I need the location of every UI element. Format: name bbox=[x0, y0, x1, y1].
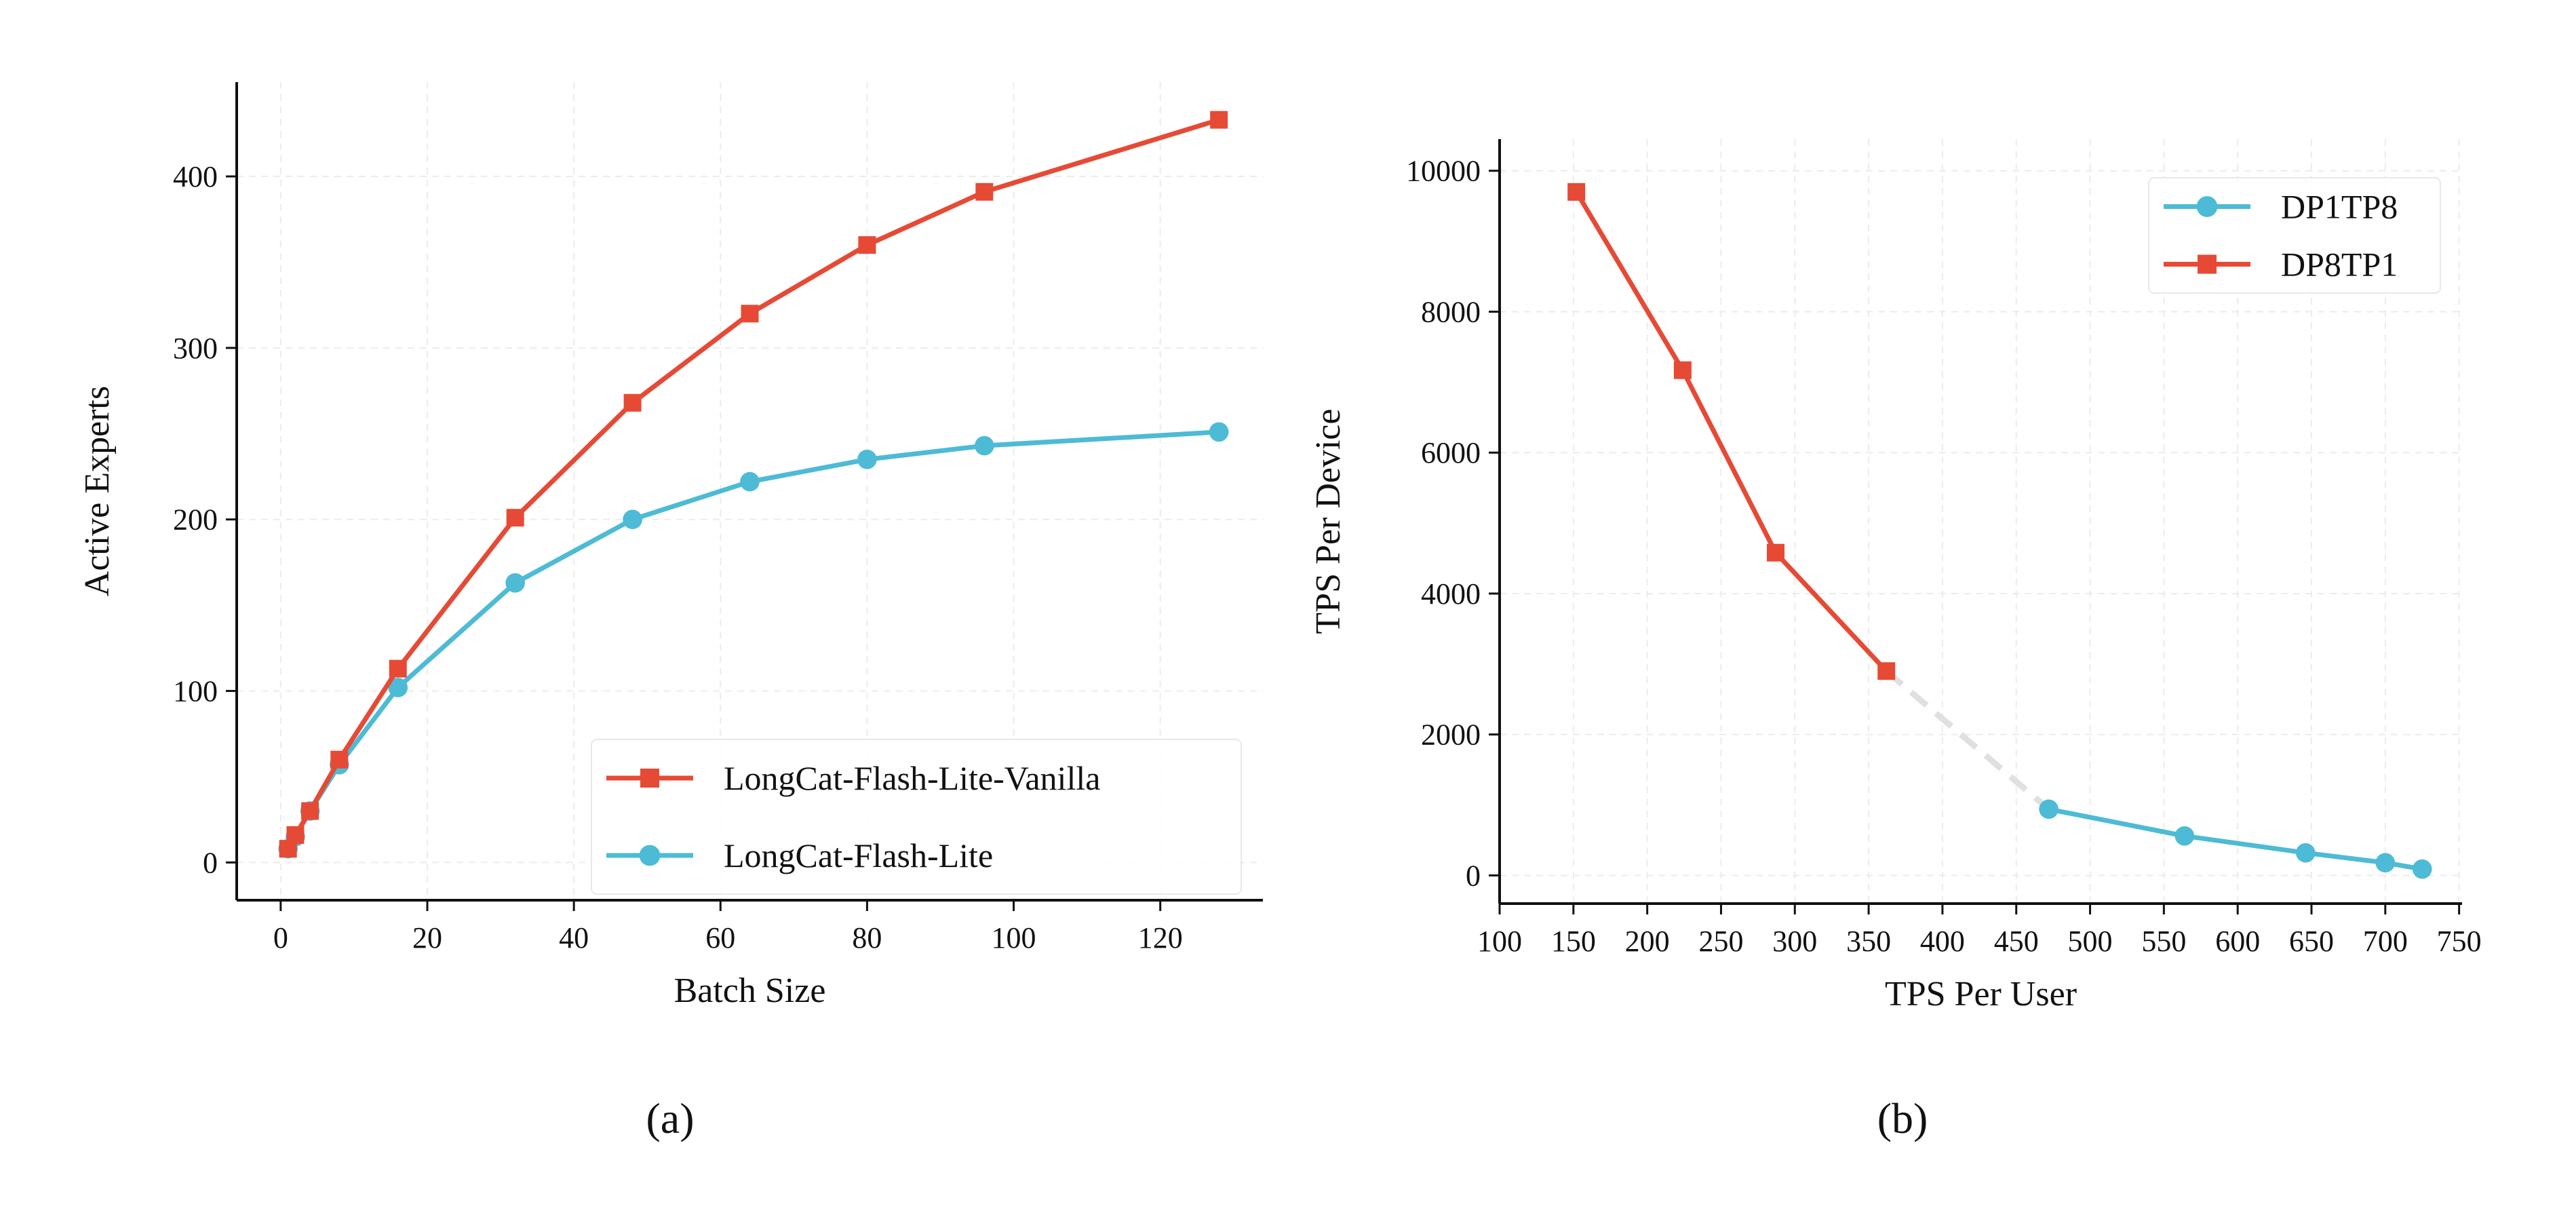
x-tick-label: 700 bbox=[2363, 925, 2408, 958]
data-point-circle bbox=[623, 509, 642, 530]
y-tick-label: 0 bbox=[203, 846, 218, 879]
y-tick-label: 0 bbox=[1466, 859, 1481, 892]
data-point-circle bbox=[2375, 853, 2396, 873]
data-point-circle bbox=[388, 678, 408, 697]
data-point-square bbox=[330, 750, 349, 769]
series-line bbox=[2048, 807, 2423, 872]
data-point-square bbox=[1567, 182, 1586, 201]
x-tick-label: 60 bbox=[705, 921, 735, 954]
legend-label: LongCat-Flash-Lite bbox=[724, 836, 993, 874]
x-axis-label: Batch Size bbox=[674, 971, 826, 1010]
connector-dashed-line bbox=[1884, 668, 2051, 812]
x-tick-label: 100 bbox=[1477, 925, 1522, 958]
legend: LongCat-Flash-Lite-Vanilla LongCat-Flash-… bbox=[591, 739, 1242, 895]
y-tick-label: 100 bbox=[173, 675, 218, 708]
data-point-square bbox=[858, 236, 876, 254]
data-point-circle bbox=[740, 471, 760, 492]
x-tick-label: 600 bbox=[2215, 925, 2260, 958]
x-tick-label: 80 bbox=[852, 921, 882, 954]
x-tick-label: 550 bbox=[2141, 925, 2186, 958]
subfigure-caption: (b) bbox=[1877, 1094, 1928, 1142]
data-point-square bbox=[640, 769, 659, 788]
data-point-square bbox=[389, 659, 407, 678]
data-point-circle bbox=[2039, 799, 2058, 819]
data-point-circle bbox=[639, 845, 661, 866]
y-tick-label: 8000 bbox=[1421, 295, 1481, 328]
data-point-circle bbox=[2412, 859, 2432, 879]
data-point-square bbox=[301, 802, 319, 820]
data-point-circle bbox=[2174, 826, 2195, 846]
y-tick-label: 200 bbox=[173, 503, 218, 537]
y-axis-label: Active Experts bbox=[78, 386, 117, 596]
x-tick-label: 20 bbox=[412, 921, 442, 954]
series-longcat-flash-lite-vanilla bbox=[279, 111, 1228, 858]
y-axis-label: TPS Per Device bbox=[1309, 408, 1348, 634]
data-point-square bbox=[506, 509, 524, 527]
y-tick-label: 400 bbox=[173, 160, 218, 193]
data-point-circle bbox=[975, 436, 994, 456]
data-point-square bbox=[975, 182, 994, 201]
x-tick-label: 150 bbox=[1551, 925, 1596, 958]
x-tick-label: 650 bbox=[2289, 925, 2334, 958]
chart-a: 0 20 40 60 80 100 120 0 100 200 300 400 Batch Size Ac… bbox=[78, 82, 1263, 1142]
y-tick-label: 2000 bbox=[1421, 718, 1481, 752]
data-point-square bbox=[741, 305, 759, 323]
x-tick-label: 300 bbox=[1772, 925, 1817, 958]
data-point-square bbox=[623, 393, 642, 412]
x-tick-label: 100 bbox=[992, 921, 1036, 954]
x-tick-label: 450 bbox=[1994, 925, 2039, 958]
data-point-square bbox=[1877, 662, 1896, 680]
data-point-square bbox=[1673, 361, 1692, 379]
data-point-circle bbox=[2196, 196, 2218, 217]
data-point-square bbox=[1210, 111, 1228, 129]
x-tick-label: 0 bbox=[273, 921, 288, 954]
data-point-square bbox=[2198, 254, 2217, 274]
x-axis-label: TPS Per User bbox=[1885, 975, 2077, 1013]
data-point-square bbox=[286, 826, 305, 844]
x-tick-label: 40 bbox=[559, 921, 589, 954]
x-tick-label: 500 bbox=[2068, 925, 2113, 958]
x-tick-label: 400 bbox=[1920, 925, 1965, 958]
data-point-circle bbox=[1209, 422, 1229, 442]
y-tick-label: 6000 bbox=[1421, 436, 1481, 469]
y-tick-label: 300 bbox=[173, 332, 218, 365]
series-dp1tp8 bbox=[2039, 799, 2432, 879]
y-tick-label: 10000 bbox=[1406, 155, 1481, 188]
x-tick-label: 350 bbox=[1846, 925, 1891, 958]
legend-label: DP1TP8 bbox=[2281, 188, 2398, 226]
subfigure-caption: (a) bbox=[646, 1094, 694, 1142]
data-point-circle bbox=[2296, 843, 2316, 863]
legend-box bbox=[591, 739, 1242, 895]
x-tick-label: 120 bbox=[1138, 921, 1183, 954]
legend: DP1TP8 DP8TP1 bbox=[2148, 177, 2441, 294]
legend-label: LongCat-Flash-Lite-Vanilla bbox=[724, 759, 1100, 797]
series-dp8tp1 bbox=[1567, 182, 1896, 680]
series-line bbox=[1574, 191, 1888, 673]
data-point-circle bbox=[857, 449, 877, 469]
data-point-circle bbox=[505, 573, 525, 593]
chart-b: 100 150 200 250 300 350 400 450 500 550 600 650 700 7… bbox=[1309, 139, 2482, 1142]
x-tick-label: 250 bbox=[1698, 925, 1743, 958]
legend-label: DP8TP1 bbox=[2281, 246, 2398, 284]
x-tick-label: 200 bbox=[1625, 925, 1670, 958]
y-tick-label: 4000 bbox=[1421, 577, 1481, 611]
data-point-square bbox=[1766, 543, 1784, 562]
x-tick-label: 750 bbox=[2437, 925, 2482, 958]
